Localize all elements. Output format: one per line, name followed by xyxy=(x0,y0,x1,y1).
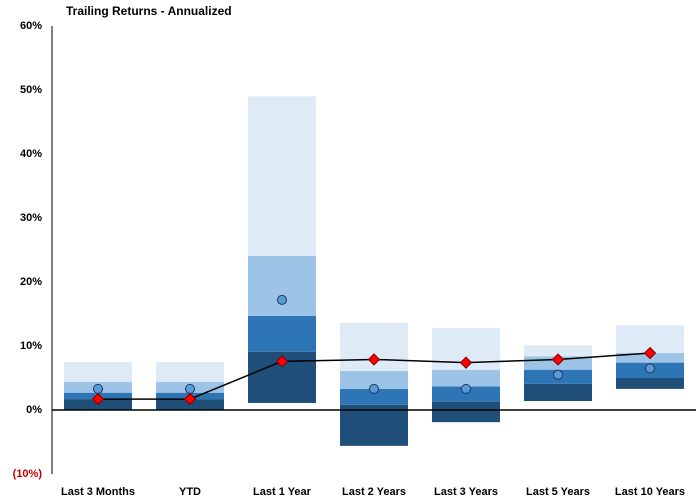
chart-title: Trailing Returns - Annualized xyxy=(66,4,232,18)
range-segment xyxy=(340,370,408,389)
x-tick-label: Last 3 Years xyxy=(434,486,498,498)
range-segment xyxy=(616,378,684,389)
x-tick-label: Last 1 Year xyxy=(253,486,312,498)
y-tick-label: (10%) xyxy=(13,468,43,480)
y-tick-label: 20% xyxy=(20,276,42,288)
range-segment xyxy=(64,362,132,382)
diamond-marker xyxy=(643,346,657,360)
range-segment xyxy=(248,255,316,316)
range-segment xyxy=(524,345,592,357)
x-tick-label: YTD xyxy=(179,486,201,498)
x-tick-label: Last 3 Months xyxy=(61,486,135,498)
range-segment xyxy=(432,401,500,423)
x-tick-label: Last 10 Years xyxy=(615,486,685,498)
range-segment xyxy=(248,315,316,352)
y-tick-label: 10% xyxy=(20,340,42,352)
y-tick-label: 60% xyxy=(20,20,42,32)
circle-marker xyxy=(93,383,103,394)
circle-marker xyxy=(369,383,379,394)
diamond-marker xyxy=(91,392,105,406)
y-tick-label: 50% xyxy=(20,84,42,96)
range-segment xyxy=(524,383,592,402)
diamond-marker xyxy=(183,392,197,406)
circle-marker xyxy=(645,363,655,374)
x-tick-label: Last 2 Years xyxy=(342,486,406,498)
range-segment xyxy=(340,388,408,405)
y-tick-label: 0% xyxy=(26,404,42,416)
diamond-marker xyxy=(551,353,565,366)
diamond-marker xyxy=(459,356,473,369)
circle-marker xyxy=(185,383,195,394)
circle-marker xyxy=(277,294,287,305)
range-segment xyxy=(432,386,500,402)
range-segment xyxy=(432,369,500,387)
diamond-marker xyxy=(275,355,289,368)
range-segment xyxy=(156,362,224,382)
range-segment xyxy=(248,96,316,256)
range-segment xyxy=(340,404,408,446)
y-tick-label: 30% xyxy=(20,212,42,224)
diamond-marker xyxy=(367,353,381,366)
circle-marker xyxy=(461,383,471,394)
x-tick-label: Last 5 Years xyxy=(526,486,590,498)
circle-marker xyxy=(553,369,563,380)
y-tick-label: 40% xyxy=(20,148,42,160)
